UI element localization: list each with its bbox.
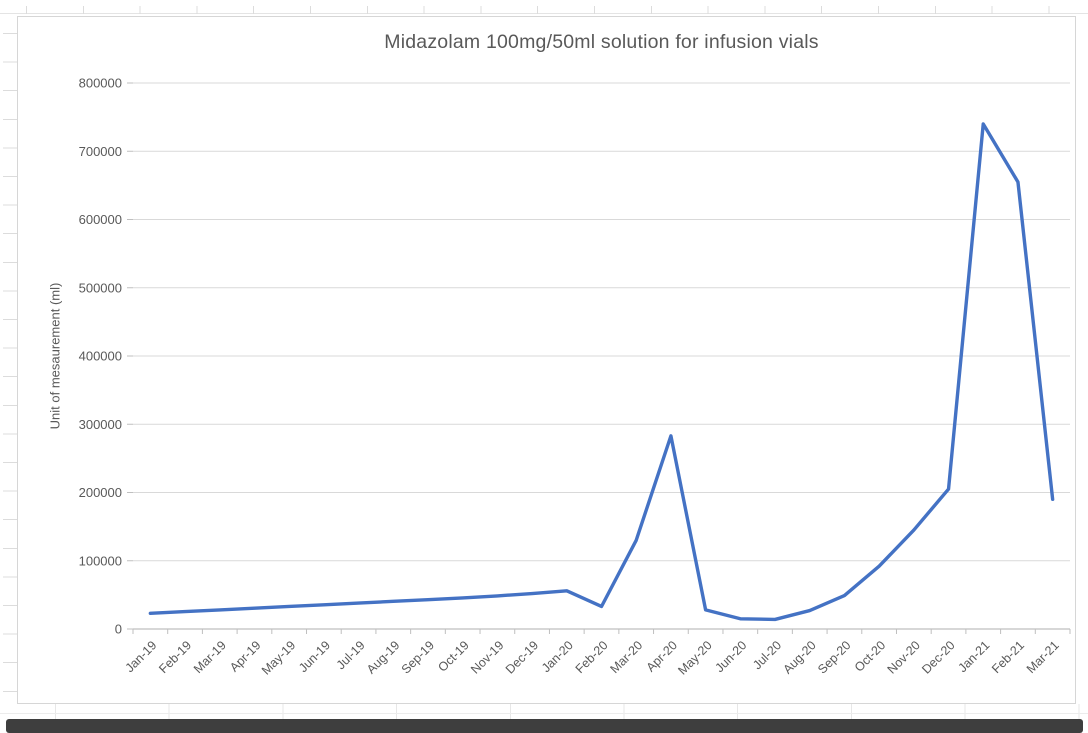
svg-text:Jan-21: Jan-21: [955, 638, 992, 675]
sheet-cell-borders-bottom: [55, 704, 1085, 719]
y-axis-ticks: [127, 82, 133, 630]
svg-text:Apr-19: Apr-19: [227, 638, 263, 674]
svg-text:Apr-20: Apr-20: [644, 638, 680, 674]
svg-text:Jan-20: Jan-20: [539, 638, 576, 675]
svg-text:Nov-20: Nov-20: [885, 638, 923, 676]
svg-text:Oct-19: Oct-19: [435, 638, 471, 674]
svg-text:Jan-19: Jan-19: [123, 638, 160, 675]
svg-text:400000: 400000: [79, 349, 122, 364]
svg-text:100000: 100000: [79, 553, 122, 568]
svg-text:May-20: May-20: [675, 638, 714, 677]
x-axis: [132, 628, 1071, 634]
svg-text:Jun-19: Jun-19: [296, 638, 333, 675]
sheet-column-ticks: [26, 6, 1076, 14]
svg-text:Aug-19: Aug-19: [364, 638, 402, 676]
svg-text:Feb-19: Feb-19: [156, 638, 194, 676]
chart-title: Midazolam 100mg/50ml solution for infusi…: [384, 31, 819, 53]
sheet-row-ticks: [3, 33, 17, 693]
y-gridlines: [133, 82, 1070, 562]
svg-text:Feb-20: Feb-20: [573, 638, 611, 676]
svg-text:Jul-20: Jul-20: [750, 638, 784, 672]
chart-object-frame[interactable]: [17, 16, 1076, 704]
svg-text:500000: 500000: [79, 280, 122, 295]
svg-text:Feb-21: Feb-21: [989, 638, 1027, 676]
svg-text:600000: 600000: [79, 212, 122, 227]
svg-text:Sep-20: Sep-20: [815, 638, 853, 676]
svg-text:Nov-19: Nov-19: [468, 638, 506, 676]
bottom-bar: [6, 719, 1083, 733]
svg-text:Dec-19: Dec-19: [503, 638, 541, 676]
svg-text:Sep-19: Sep-19: [399, 638, 437, 676]
svg-text:700000: 700000: [79, 144, 122, 159]
svg-text:800000: 800000: [79, 76, 122, 91]
svg-text:Jul-19: Jul-19: [334, 638, 368, 672]
svg-text:300000: 300000: [79, 417, 122, 432]
svg-text:0: 0: [115, 622, 122, 637]
svg-text:Oct-20: Oct-20: [852, 638, 888, 674]
y-axis-labels: 0 100000 200000 300000 400000 500000 600000 700…: [79, 76, 122, 637]
svg-text:Aug-20: Aug-20: [780, 638, 818, 676]
svg-text:Jun-20: Jun-20: [713, 638, 750, 675]
svg-text:May-19: May-19: [259, 638, 298, 677]
svg-text:Dec-20: Dec-20: [919, 638, 957, 676]
svg-text:Mar-20: Mar-20: [607, 638, 645, 676]
svg-text:200000: 200000: [79, 485, 122, 500]
sheet-gridline-bottom: [0, 713, 1088, 714]
svg-text:Mar-21: Mar-21: [1024, 638, 1062, 676]
series-line: [148, 122, 1055, 622]
svg-text:Mar-19: Mar-19: [191, 638, 229, 676]
